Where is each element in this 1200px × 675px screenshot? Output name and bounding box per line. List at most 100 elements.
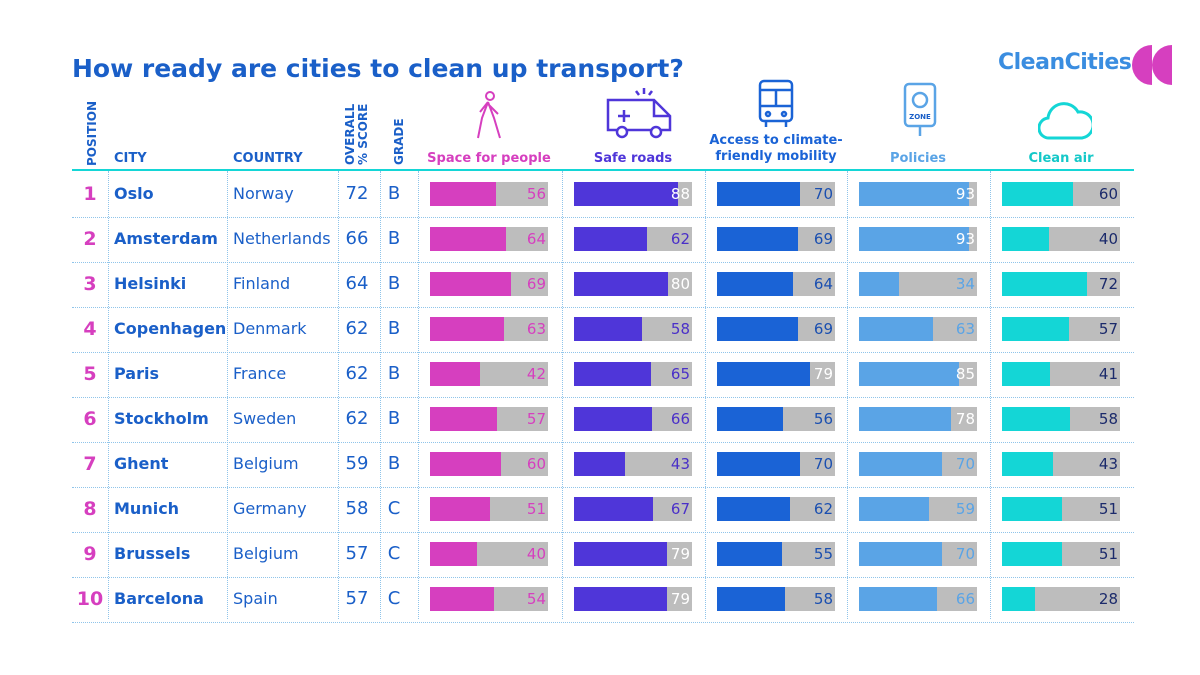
bar <box>574 182 678 206</box>
country: Spain <box>233 589 278 608</box>
country: Belgium <box>233 454 299 473</box>
bar <box>430 497 491 521</box>
grade: B <box>387 318 401 339</box>
bar-value: 79 <box>670 590 690 608</box>
city: Ghent <box>114 454 169 473</box>
score: 58 <box>345 498 369 519</box>
bar <box>717 317 799 341</box>
city: Oslo <box>114 184 154 203</box>
bar <box>430 182 497 206</box>
metric-header: Access to climate-friendly mobility <box>709 133 843 164</box>
column-separator <box>418 171 419 619</box>
bar-value: 78 <box>955 410 975 428</box>
row-separator <box>72 442 1134 443</box>
score: 57 <box>345 588 369 609</box>
bar-value: 67 <box>670 500 690 518</box>
row-separator <box>72 532 1134 533</box>
bar-value: 28 <box>1098 590 1118 608</box>
score: 66 <box>345 228 369 249</box>
bar-value: 69 <box>813 320 833 338</box>
header-country: COUNTRY <box>233 151 303 166</box>
score: 57 <box>345 543 369 564</box>
bar <box>574 317 643 341</box>
bar-value: 69 <box>813 230 833 248</box>
city: Stockholm <box>114 409 209 428</box>
grade: C <box>387 498 401 519</box>
row-separator <box>72 217 1134 218</box>
position: 1 <box>83 183 97 205</box>
bar-value: 85 <box>955 365 975 383</box>
metric-header: Clean air <box>1028 151 1094 166</box>
title: How ready are cities to clean up transpo… <box>72 54 684 83</box>
bar-value: 60 <box>526 455 546 473</box>
logo-mark <box>1132 45 1172 85</box>
row-separator <box>72 352 1134 353</box>
bar <box>1002 182 1073 206</box>
bar <box>717 272 793 296</box>
bar-value: 57 <box>1098 320 1118 338</box>
bar-value: 51 <box>526 500 546 518</box>
position: 10 <box>76 588 104 610</box>
position: 9 <box>83 543 97 565</box>
country: Germany <box>233 499 307 518</box>
bar-value: 66 <box>955 590 975 608</box>
bar-value: 58 <box>813 590 833 608</box>
logo-text: CleanCities <box>998 50 1132 75</box>
position: 2 <box>83 228 97 250</box>
city: Barcelona <box>114 589 204 608</box>
bar <box>1002 407 1071 431</box>
bar <box>574 497 654 521</box>
bar-value: 40 <box>1098 230 1118 248</box>
position: 4 <box>83 318 97 340</box>
bar-value: 70 <box>813 185 833 203</box>
city: Paris <box>114 364 159 383</box>
bar-value: 56 <box>526 185 546 203</box>
country: Norway <box>233 184 294 203</box>
score: 72 <box>345 183 369 204</box>
country: Finland <box>233 274 291 293</box>
bar-value: 93 <box>955 185 975 203</box>
bar <box>574 452 625 476</box>
header-position: POSITION <box>85 101 99 166</box>
score: 64 <box>345 273 369 294</box>
bar-value: 59 <box>955 500 975 518</box>
bar <box>430 407 498 431</box>
metric-header: Policies <box>889 151 947 166</box>
row-separator <box>72 307 1134 308</box>
bar <box>1002 587 1036 611</box>
bar-value: 62 <box>813 500 833 518</box>
column-separator <box>338 171 339 619</box>
bar-value: 69 <box>526 275 546 293</box>
bar <box>1002 227 1050 251</box>
bar-value: 55 <box>813 545 833 563</box>
grade: B <box>387 183 401 204</box>
city: Copenhagen <box>114 319 227 338</box>
bar <box>717 497 791 521</box>
bar-value: 79 <box>670 545 690 563</box>
bar <box>430 587 494 611</box>
bar <box>859 182 969 206</box>
city: Amsterdam <box>114 229 218 248</box>
country: Denmark <box>233 319 307 338</box>
bar-value: 40 <box>526 545 546 563</box>
bar <box>574 272 669 296</box>
bar-value: 64 <box>813 275 833 293</box>
bar-value: 70 <box>955 545 975 563</box>
bar <box>1002 542 1063 566</box>
grade: B <box>387 273 401 294</box>
row-separator <box>72 262 1134 263</box>
bar-value: 43 <box>1098 455 1118 473</box>
column-separator <box>380 171 381 619</box>
bar <box>859 362 960 386</box>
city: Munich <box>114 499 180 518</box>
header-score: OVERALL % SCORE <box>343 103 370 165</box>
icon-bus <box>758 79 794 127</box>
bar <box>859 272 900 296</box>
bar <box>430 317 505 341</box>
bar-value: 56 <box>813 410 833 428</box>
bar-value: 63 <box>955 320 975 338</box>
bar <box>859 317 934 341</box>
position: 8 <box>83 498 97 520</box>
bar <box>430 272 512 296</box>
